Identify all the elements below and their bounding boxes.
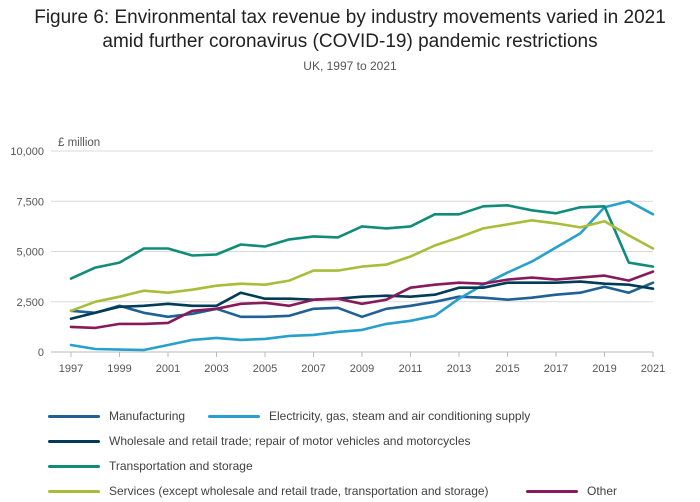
series-line-1 [69,281,655,319]
series-line-5 [69,219,655,313]
series-line-3 [69,280,655,321]
gridlines [51,150,653,353]
series-line-2 [69,200,655,352]
y-tick-label: 2,500 [16,297,44,309]
x-tick-label: 2017 [544,363,568,375]
x-tick-label: 2007 [301,363,325,375]
chart-title-line-2: amid further coronavirus (COVID-19) pand… [102,31,598,52]
y-tick-label: 7,500 [16,196,44,208]
series-line-6 [69,270,655,330]
x-tick-label: 2003 [204,363,228,375]
x-tick-label: 2009 [350,363,374,375]
x-tick-label: 2001 [156,363,180,375]
y-tick-label: 5,000 [16,247,44,259]
y-tick-label: 0 [38,347,44,359]
axes: 0 2,500 5,000 7,500 10,000 £ million 1997 1999 2… [10,137,665,375]
x-tick-label: 2021 [641,363,665,375]
x-tick-label: 2015 [495,363,519,375]
y-tick-label: 10,000 [10,146,44,158]
series-lines [69,200,655,352]
x-tick-label: 2013 [447,363,471,375]
x-tick-label: 1997 [59,363,83,375]
x-tick-label: 2005 [253,363,277,375]
chart-title-line-1: Figure 6: Environmental tax revenue by i… [34,7,666,28]
x-tick-label: 2019 [592,363,616,375]
series-line-4 [69,204,655,280]
x-tick-label: 2011 [399,363,423,375]
chart-title: Figure 6: Environmental tax revenue by i… [0,6,700,54]
x-tick-label: 1999 [107,363,131,375]
chart-subtitle: UK, 1997 to 2021 [303,59,397,73]
y-axis-label: £ million [58,137,100,149]
